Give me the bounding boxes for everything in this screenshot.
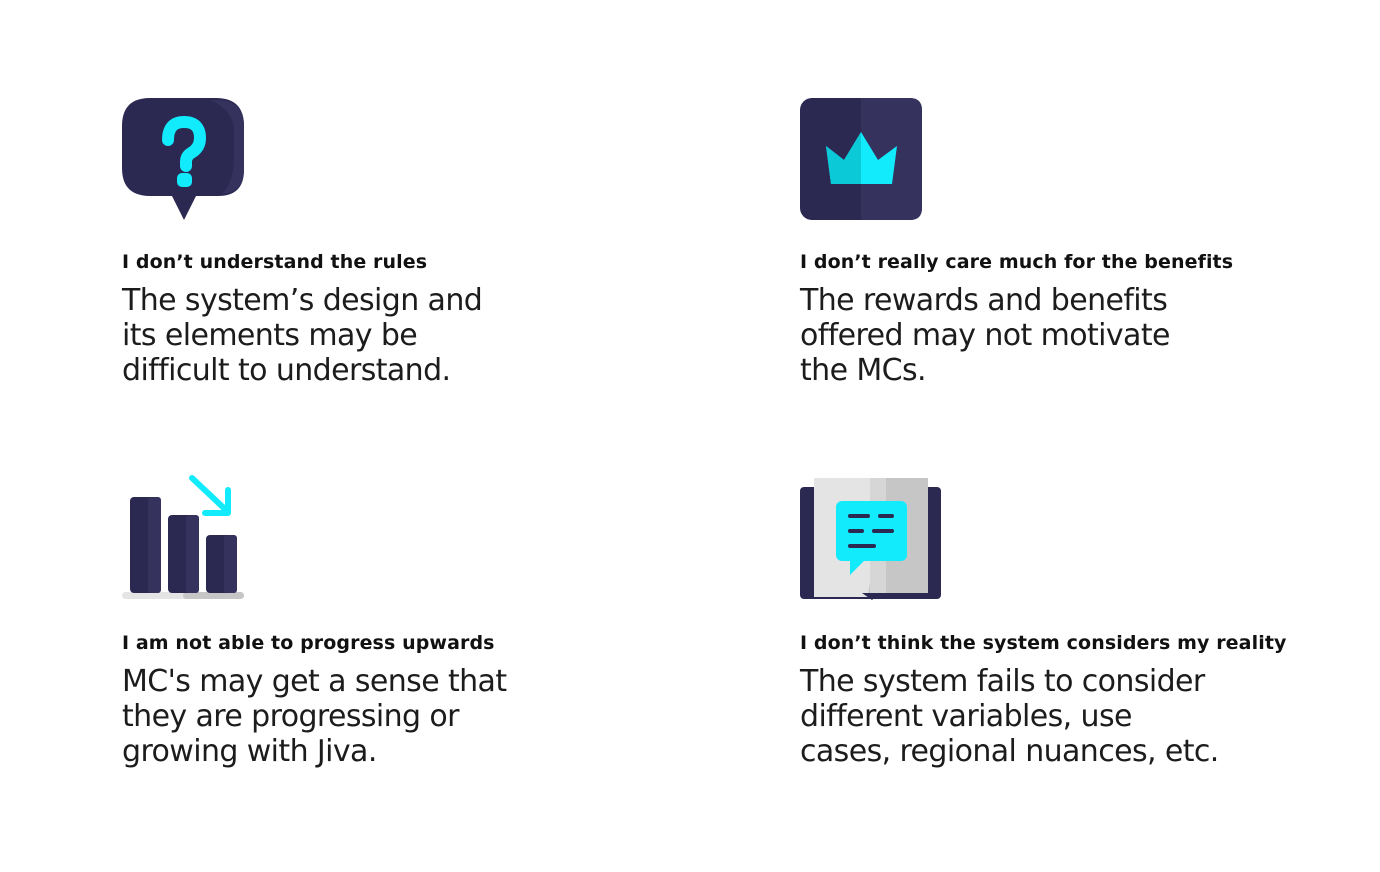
concern-card-progress: I am not able to progress upwards MC's m… [122,475,642,769]
card-description: The rewards and benefits offered may not… [800,283,1170,388]
card-description: The system’s design and its elements may… [122,283,483,388]
card-description: MC's may get a sense that they are progr… [122,664,507,769]
card-heading: I don’t understand the rules [122,251,428,273]
open-book-chat-icon [800,475,1320,601]
crown-icon [800,96,1320,222]
card-heading: I am not able to progress upwards [122,632,495,654]
card-heading: I don’t really care much for the benefit… [800,251,1234,273]
card-heading: I don’t think the system considers my re… [800,632,1287,654]
concern-card-reality: I don’t think the system considers my re… [800,475,1320,769]
concern-card-rules: I don’t understand the rules The system’… [122,96,642,388]
card-description: The system fails to consider different v… [800,664,1219,769]
concern-card-benefits: I don’t really care much for the benefit… [800,96,1320,388]
declining-bar-chart-icon [122,475,642,601]
question-bubble-icon [122,96,642,222]
